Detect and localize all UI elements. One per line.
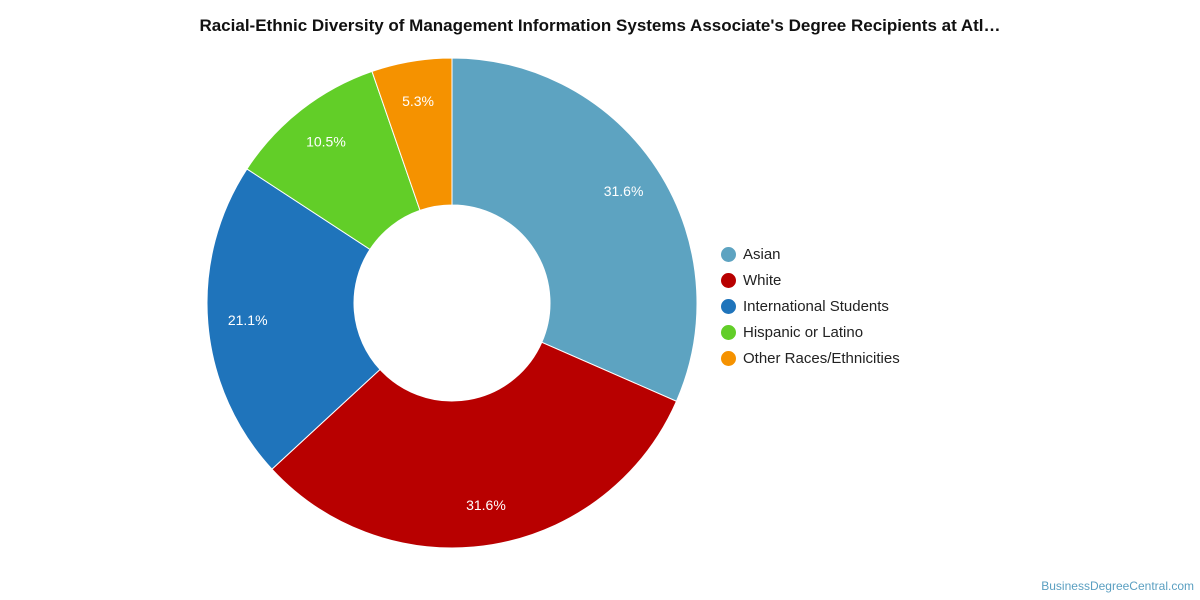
slice-international-students[interactable] [206, 168, 381, 470]
legend-swatch-white [721, 272, 736, 288]
legend-swatch-asian [721, 246, 736, 262]
legend-swatch-other-races-ethnicities [721, 350, 736, 366]
chart-title: Racial-Ethnic Diversity of Management In… [199, 16, 1001, 35]
source-watermark[interactable]: BusinessDegreeCentral.com [1041, 579, 1194, 593]
slice-other-races-ethnicities[interactable] [371, 57, 453, 212]
legend-item-white[interactable]: White [721, 267, 900, 293]
slice-white[interactable] [271, 341, 678, 549]
legend-label-asian: Asian [743, 245, 781, 263]
legend-item-hispanic-or-latino[interactable]: Hispanic or Latino [721, 319, 900, 345]
slice-label-white: 31.6% [466, 497, 506, 513]
slice-asian[interactable] [451, 57, 698, 402]
slice-hispanic-or-latino[interactable] [246, 70, 421, 251]
legend-item-asian[interactable]: Asian [721, 241, 900, 267]
slice-labels-group: 31.6% 31.6% 21.1% 10.5% 5.3% [228, 93, 644, 513]
slices-group [206, 57, 698, 549]
legend-swatch-international-students [721, 298, 736, 314]
slice-label-hispanic-or-latino: 10.5% [306, 133, 346, 149]
legend-label-other-races-ethnicities: Other Races/Ethnicities [743, 349, 900, 367]
legend-item-other-races-ethnicities[interactable]: Other Races/Ethnicities [721, 345, 900, 371]
slice-label-asian: 31.6% [604, 183, 644, 199]
slice-label-other-races-ethnicities: 5.3% [402, 93, 434, 109]
legend: Asian White International Students Hispa… [721, 241, 900, 371]
slice-label-international-students: 21.1% [228, 312, 268, 328]
legend-label-white: White [743, 271, 782, 289]
legend-item-international-students[interactable]: International Students [721, 293, 900, 319]
legend-swatch-hispanic-or-latino [721, 324, 736, 340]
legend-label-hispanic-or-latino: Hispanic or Latino [743, 323, 864, 341]
legend-label-international-students: International Students [743, 297, 889, 315]
